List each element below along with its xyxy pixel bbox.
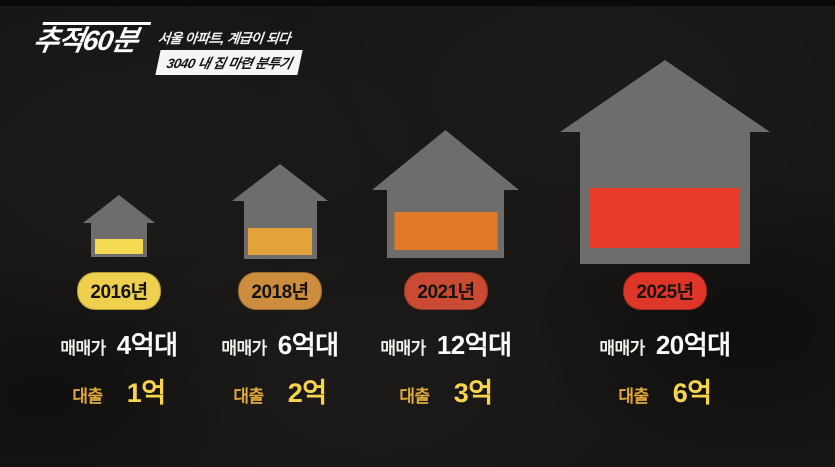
house-roof [83, 195, 155, 223]
loan-row: 대출 3억 [399, 371, 493, 410]
year-badge: 2016년 [77, 272, 161, 310]
loan-value: 1억 [126, 378, 166, 408]
loan-bar-2021 [394, 212, 497, 250]
price-value: 12억대 [436, 330, 512, 360]
house-body [243, 201, 317, 259]
program-logo-text: 추적60분 [31, 25, 140, 56]
price-value: 20억대 [655, 330, 731, 360]
loan-bar-2016 [95, 239, 143, 254]
program-logo: 추적60분 [31, 22, 152, 57]
price-row: 매매가 6억대 [221, 325, 339, 362]
loan-row: 대출 1억 [72, 371, 166, 410]
year-column-2018: 2018년 매매가 6억대 대출 2억 [180, 272, 380, 410]
loan-row: 대출 6억 [618, 371, 712, 410]
price-label: 매매가 [380, 339, 426, 358]
house-body [91, 223, 147, 257]
loan-bar-2018 [248, 228, 312, 255]
house-icon-2016 [83, 195, 155, 257]
year-column-2021: 2021년 매매가 12억대 대출 3억 [346, 272, 546, 410]
house-roof [232, 164, 328, 201]
house-body [580, 132, 750, 264]
price-row: 매매가 12억대 [380, 325, 512, 362]
loan-bar-2025 [590, 188, 740, 248]
year-column-2025: 2025년 매매가 20억대 대출 6억 [565, 272, 765, 410]
year-badge: 2025년 [623, 272, 707, 310]
house-icon-2021 [372, 130, 519, 258]
loan-label: 대출 [399, 387, 430, 406]
episode-title-badge: 3040 내 집 마련 분투기 [155, 50, 304, 75]
loan-value: 3억 [453, 378, 493, 408]
year-badge: 2021년 [404, 272, 488, 310]
house-roof [560, 60, 770, 132]
price-label: 매매가 [221, 339, 267, 358]
loan-row: 대출 2억 [233, 371, 327, 410]
price-value: 4억대 [116, 330, 178, 360]
year-column-2016: 2016년 매매가 4억대 대출 1억 [19, 272, 219, 410]
year-badge: 2018년 [238, 272, 322, 310]
price-label: 매매가 [60, 339, 106, 358]
top-letterbox-strip [0, 0, 835, 6]
house-body [387, 190, 504, 258]
price-value: 6억대 [277, 330, 339, 360]
price-row: 매매가 20억대 [599, 325, 731, 362]
house-roof [372, 130, 519, 190]
loan-label: 대출 [72, 387, 103, 406]
house-icon-2025 [560, 60, 770, 264]
price-label: 매매가 [599, 339, 645, 358]
loan-label: 대출 [618, 387, 649, 406]
episode-subtitle: 서울 아파트, 계급이 되다 3040 내 집 마련 분투기 [155, 27, 304, 75]
loan-label: 대출 [233, 387, 264, 406]
house-icon-2018 [232, 164, 328, 259]
loan-value: 6억 [672, 378, 712, 408]
price-row: 매매가 4억대 [60, 325, 178, 362]
loan-value: 2억 [287, 378, 327, 408]
episode-tagline: 서울 아파트, 계급이 되다 [157, 31, 291, 46]
